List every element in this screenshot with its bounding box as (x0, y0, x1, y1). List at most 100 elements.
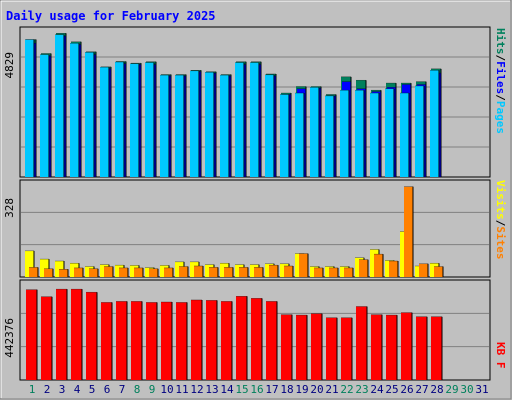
day-label: 7 (119, 383, 126, 396)
kbytes-bar (386, 315, 397, 380)
top-axis-label: Hits/Files/Pages (494, 28, 507, 134)
sites-bar (389, 261, 398, 277)
day-label: 9 (149, 383, 156, 396)
day-label: 16 (250, 383, 263, 396)
top-axis-label-part: Files (494, 61, 507, 94)
day-label: 30 (460, 383, 473, 396)
day-label: 19 (295, 383, 308, 396)
kbytes-bar (236, 296, 247, 380)
day-label: 28 (430, 383, 443, 396)
sites-bar (359, 259, 368, 277)
day-axis-labels: 1 2 3 4 5 6 7 8 9 10 11 12 13 14 15 16 17 18 19 20 21 22 23 24 2… (29, 383, 489, 396)
day-label: 23 (355, 383, 368, 396)
pages-bar (175, 75, 184, 177)
kbytes-bar (56, 289, 67, 380)
sites-bar (119, 267, 128, 277)
hits-files-pages-panel: 4829 Hits/Files/Pages (3, 26, 507, 178)
sites-bar (314, 267, 323, 277)
top-axis-label-part: Hits (494, 28, 507, 55)
sites-bar (194, 265, 203, 277)
pages-bar (100, 67, 109, 177)
kbytes-bar (356, 306, 367, 380)
day-label: 8 (134, 383, 141, 396)
pages-bar (250, 62, 259, 178)
day-label: 22 (340, 383, 353, 396)
kbytes-bar (41, 296, 52, 380)
kbytes-bar (221, 301, 232, 380)
pages-bar (340, 90, 349, 177)
day-label: 11 (175, 383, 188, 396)
day-label: 3 (59, 383, 66, 396)
kbytes-bar (116, 301, 127, 380)
pages-bar (205, 72, 214, 177)
sites-bar (224, 267, 233, 277)
mid-axis-label: Visits/Sites (494, 180, 507, 260)
day-label: 17 (265, 383, 278, 396)
top-axis-label-sep: / (494, 94, 507, 101)
kbytes-bar (341, 317, 352, 380)
top-max-label: 4829 (3, 52, 16, 79)
kbytes-bar (311, 313, 322, 380)
day-label: 13 (205, 383, 218, 396)
sites-bar (329, 267, 338, 277)
pages-bar (355, 90, 364, 177)
day-label: 25 (385, 383, 398, 396)
sites-bar (74, 267, 83, 277)
kbytes-bar (176, 302, 187, 380)
pages-bar (220, 75, 229, 177)
day-label: 6 (104, 383, 111, 396)
day-label: 10 (160, 383, 173, 396)
pages-bar (70, 43, 79, 177)
day-label: 31 (475, 383, 488, 396)
pages-bar (310, 87, 319, 177)
day-label: 27 (415, 383, 428, 396)
kbytes-bar (146, 302, 157, 380)
bot-axis-label-part: KB F (494, 342, 507, 369)
kbytes-bar (206, 300, 217, 380)
sites-bar (374, 254, 383, 277)
mid-plot-area (19, 179, 491, 278)
pages-bar (235, 62, 244, 178)
kbytes-panel: 442376 KB F (3, 279, 507, 381)
day-label: 29 (445, 383, 458, 396)
day-label: 1 (29, 383, 36, 396)
sites-bar (134, 267, 143, 277)
pages-bar (415, 85, 424, 177)
day-label: 20 (310, 383, 323, 396)
sites-bar (434, 266, 443, 277)
kbytes-bar (371, 314, 382, 380)
kbytes-bar (266, 301, 277, 380)
sites-bar (149, 268, 158, 277)
sites-bar (59, 269, 68, 277)
sites-bar (164, 267, 173, 277)
pages-bar (85, 52, 94, 177)
mid-max-label: 328 (3, 198, 16, 218)
chart-title: Daily usage for February 2025 (6, 9, 216, 23)
pages-bar (190, 70, 199, 177)
pages-bar (295, 93, 304, 177)
pages-bar (40, 54, 49, 177)
sites-bar (269, 265, 278, 277)
kbytes-bar (416, 316, 427, 380)
pages-bar (115, 62, 124, 178)
sites-bar (104, 266, 113, 277)
day-label: 21 (325, 383, 338, 396)
visits-bar (25, 250, 34, 277)
day-label: 4 (74, 383, 81, 396)
mid-axis-label-sep: / (494, 220, 507, 227)
kbytes-bar (131, 301, 142, 380)
kbytes-bar (101, 302, 112, 380)
pages-bar (145, 62, 154, 178)
kbytes-bar (71, 289, 82, 380)
kbytes-bar (191, 299, 202, 380)
top-axis-label-sep: / (494, 55, 507, 62)
visits-bar (55, 261, 64, 277)
visits-bar (40, 259, 49, 277)
sites-bar (404, 186, 413, 277)
pages-bar (25, 39, 34, 177)
day-label: 14 (220, 383, 234, 396)
kbytes-bar (326, 317, 337, 380)
pages-bar (130, 63, 139, 177)
sites-bar (209, 267, 218, 277)
